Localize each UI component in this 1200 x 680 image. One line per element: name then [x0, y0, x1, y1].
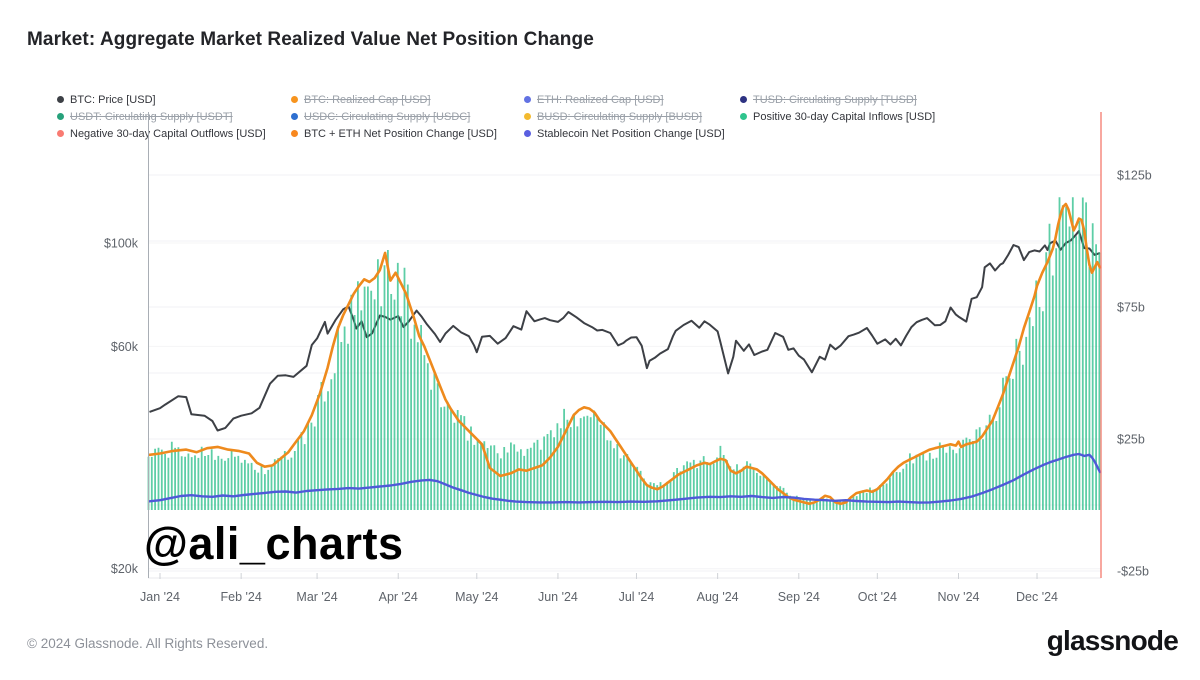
legend-dot-icon [740, 113, 747, 120]
legend-dot-icon [291, 130, 298, 137]
legend-dot-icon [291, 96, 298, 103]
legend-item-label: BUSD: Circulating Supply [BUSD] [537, 110, 703, 123]
legend-item-label: Positive 30-day Capital Inflows [USD] [753, 110, 936, 123]
x-axis-tick-label: Nov '24 [937, 590, 979, 604]
right-axis-tick-label: $25b [1117, 433, 1145, 447]
x-axis-tick-label: Oct '24 [858, 590, 897, 604]
series-btc-price-line [149, 230, 1101, 432]
legend-item-label: USDC: Circulating Supply [USDC] [304, 110, 471, 123]
legend-dot-icon [291, 113, 298, 120]
x-axis-tick-label: Mar '24 [296, 590, 337, 604]
legend-item-positive-30-day-capital-inflows-usd[interactable]: Positive 30-day Capital Inflows [USD] [740, 108, 1137, 125]
legend-dot-icon [57, 113, 64, 120]
legend-item-label: BTC + ETH Net Position Change [USD] [304, 127, 497, 140]
legend-item-btc-realized-cap-usd[interactable]: BTC: Realized Cap [USD] [291, 91, 524, 108]
x-axis-tick-label: Apr '24 [379, 590, 418, 604]
left-axis-tick-label: $100k [104, 237, 139, 251]
legend-item-label: BTC: Realized Cap [USD] [304, 93, 431, 106]
legend-item-tusd-circulating-supply-tusd[interactable]: TUSD: Circulating Supply [TUSD] [740, 91, 1137, 108]
x-axis-tick-label: Feb '24 [221, 590, 262, 604]
legend-item-negative-30-day-capital-outflows-usd[interactable]: Negative 30-day Capital Outflows [USD] [57, 125, 291, 142]
legend-dot-icon [740, 96, 747, 103]
legend-item-stablecoin-net-position-change-usd[interactable]: Stablecoin Net Position Change [USD] [524, 125, 740, 142]
legend-item-label: ETH: Realized Cap [USD] [537, 93, 664, 106]
right-axis-tick-label: -$25b [1117, 565, 1149, 579]
left-axis-tick-label: $20k [111, 562, 139, 576]
legend-dot-icon [524, 113, 531, 120]
legend-item-label: USDT: Circulating Supply [USDT] [70, 110, 233, 123]
x-axis-tick-label: Dec '24 [1016, 590, 1058, 604]
legend-dot-icon [524, 96, 531, 103]
legend-item-usdt-circulating-supply-usdt[interactable]: USDT: Circulating Supply [USDT] [57, 108, 291, 125]
legend-item-label: Negative 30-day Capital Outflows [USD] [70, 127, 266, 140]
legend-item-btc-eth-net-position-change-usd[interactable]: BTC + ETH Net Position Change [USD] [291, 125, 524, 142]
chart-title: Market: Aggregate Market Realized Value … [27, 29, 594, 50]
legend: BTC: Price [USD] BTC: Realized Cap [USD] E… [57, 91, 1137, 142]
series-stablecoin-npc-line [148, 452, 1102, 504]
x-axis-tick-label: Jul '24 [619, 590, 655, 604]
footer-copyright: © 2024 Glassnode. All Rights Reserved. [27, 636, 269, 651]
left-axis-tick-label: $60k [111, 340, 139, 354]
legend-item-busd-circulating-supply-busd[interactable]: BUSD: Circulating Supply [BUSD] [524, 108, 740, 125]
x-axis-tick-label: Aug '24 [697, 590, 739, 604]
legend-item-label: BTC: Price [USD] [70, 93, 156, 106]
x-axis-tick-label: Sep '24 [778, 590, 820, 604]
legend-item-label: Stablecoin Net Position Change [USD] [537, 127, 725, 140]
right-axis-tick-label: $75b [1117, 301, 1145, 315]
x-axis-tick-label: Jun '24 [538, 590, 578, 604]
series-positive-inflows-bars [147, 197, 1101, 510]
watermark: @ali_charts [144, 518, 404, 569]
legend-item-eth-realized-cap-usd[interactable]: ETH: Realized Cap [USD] [524, 91, 740, 108]
right-axis-tick-label: $125b [1117, 169, 1152, 183]
x-axis-tick-label: May '24 [455, 590, 498, 604]
x-axis-tick-label: Jan '24 [140, 590, 180, 604]
legend-dot-icon [57, 96, 64, 103]
legend-dot-icon [524, 130, 531, 137]
series-btc-eth-npc-line [148, 202, 1102, 506]
legend-item-usdc-circulating-supply-usdc[interactable]: USDC: Circulating Supply [USDC] [291, 108, 524, 125]
legend-item-btc-price-usd[interactable]: BTC: Price [USD] [57, 91, 291, 108]
legend-dot-icon [57, 130, 64, 137]
glassnode-logo: glassnode [1046, 625, 1179, 656]
legend-item-label: TUSD: Circulating Supply [TUSD] [753, 93, 917, 106]
